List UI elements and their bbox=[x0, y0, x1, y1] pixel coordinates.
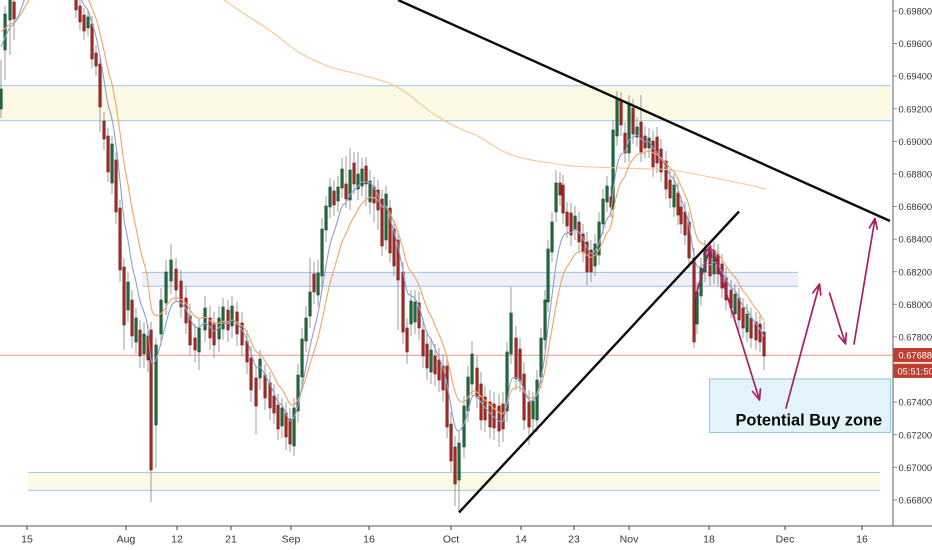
svg-text:18: 18 bbox=[703, 534, 715, 546]
svg-text:0.67688: 0.67688 bbox=[899, 351, 932, 361]
svg-text:Potential Buy zone: Potential Buy zone bbox=[736, 412, 883, 430]
svg-text:14: 14 bbox=[515, 534, 527, 546]
svg-text:0.69000: 0.69000 bbox=[899, 137, 932, 147]
svg-text:21: 21 bbox=[225, 534, 237, 546]
svg-text:Dec: Dec bbox=[776, 534, 795, 546]
svg-text:0.69400: 0.69400 bbox=[899, 72, 932, 82]
svg-text:0.68200: 0.68200 bbox=[899, 267, 932, 277]
svg-text:0.67000: 0.67000 bbox=[899, 463, 932, 473]
svg-text:0.67400: 0.67400 bbox=[899, 398, 932, 408]
svg-text:15: 15 bbox=[21, 534, 33, 546]
svg-text:Aug: Aug bbox=[117, 534, 136, 546]
svg-text:16: 16 bbox=[856, 534, 868, 546]
svg-text:0.67200: 0.67200 bbox=[899, 430, 932, 440]
svg-text:0.69800: 0.69800 bbox=[899, 7, 932, 17]
svg-text:05:51:50: 05:51:50 bbox=[898, 366, 932, 376]
svg-text:12: 12 bbox=[171, 534, 183, 546]
svg-text:16: 16 bbox=[363, 534, 375, 546]
svg-text:0.67800: 0.67800 bbox=[899, 333, 932, 343]
svg-text:0.66800: 0.66800 bbox=[899, 496, 932, 506]
svg-text:0.68000: 0.68000 bbox=[899, 300, 932, 310]
svg-text:0.68800: 0.68800 bbox=[899, 170, 932, 180]
svg-text:23: 23 bbox=[568, 534, 580, 546]
svg-text:Oct: Oct bbox=[443, 534, 459, 546]
svg-text:0.68600: 0.68600 bbox=[899, 202, 932, 212]
svg-text:0.69200: 0.69200 bbox=[899, 104, 932, 114]
svg-text:0.69600: 0.69600 bbox=[899, 39, 932, 49]
svg-text:0.68400: 0.68400 bbox=[899, 235, 932, 245]
svg-text:Nov: Nov bbox=[620, 534, 639, 546]
svg-text:Sep: Sep bbox=[282, 534, 301, 546]
